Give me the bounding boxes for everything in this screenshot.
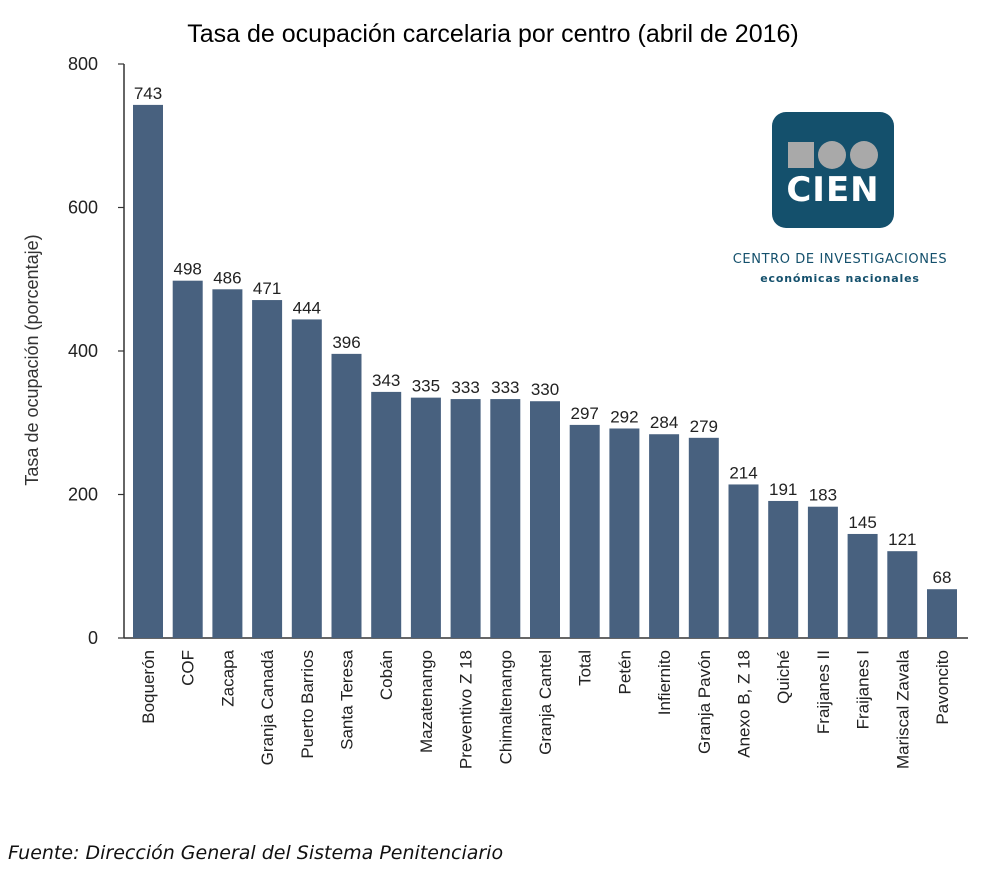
x-category-label: Anexo B, Z 18 [735,650,754,758]
bar-value-label: 68 [933,568,952,587]
bar [212,289,243,638]
logo-organization-subtitle: económicas nacionales [760,272,920,285]
bar [490,399,521,638]
cien-logo: CIEN CENTRO DE INVESTIGACIONES económica… [730,112,950,285]
y-tick-label: 200 [68,485,98,505]
bar [728,484,759,638]
bar-value-label: 471 [253,279,281,298]
bar-value-label: 335 [412,377,440,396]
x-category-label: Zacapa [218,649,237,706]
x-category-label: Infiernito [655,650,674,715]
bar [569,424,600,638]
bar-value-label: 333 [491,378,519,397]
category-labels: Boquerón COF Zacapa Granja Canadá Puerto Bar… [139,649,952,769]
bar-value-label: 297 [571,404,599,423]
bar [371,391,402,638]
x-category-label: Petén [615,650,634,694]
bar-value-label: 191 [769,480,797,499]
bar-value-label: 486 [213,268,241,287]
logo-badge: CIEN [772,112,894,228]
x-category-label: Fraijanes II [814,650,833,734]
bar-value-label: 145 [848,513,876,532]
logo-acronym: CIEN [786,170,880,210]
logo-circle-shape [850,141,878,169]
bar-value-label: 444 [293,298,321,317]
x-category-label: Mazatenango [417,650,436,753]
bar [410,397,441,638]
bar [530,401,560,638]
logo-circle-shape [818,141,846,169]
bar [927,589,957,638]
bar [609,428,640,638]
bar-value-label: 279 [690,417,718,436]
x-category-label: Boquerón [139,650,158,724]
bar [450,399,481,638]
chart-title: Tasa de ocupación carcelaria por centro … [187,20,798,48]
x-category-label: Quiché [774,650,793,704]
bar [252,300,283,638]
x-category-label: Chimaltenango [496,650,515,764]
x-category-label: Pavoncito [933,650,952,725]
bar-value-label: 396 [332,333,360,352]
y-tick-label: 400 [68,341,98,361]
bar [847,533,878,638]
x-category-label: Total [576,650,595,686]
bar [331,353,362,638]
bar [768,500,799,638]
y-axis-ticks: 0 200 400 600 800 [68,54,124,648]
x-category-label: Granja Pavón [695,650,714,754]
x-category-label: Granja Cantel [536,650,555,755]
bars-group [133,104,957,638]
bar-value-label: 292 [610,407,638,426]
bar-value-label: 183 [809,486,837,505]
source-note: Fuente: Dirección General del Sistema Pe… [8,842,504,864]
bar-value-label: 333 [451,378,479,397]
bar [291,319,322,638]
bar-value-label: 284 [650,413,678,432]
bar-value-label: 743 [134,84,162,103]
bar-value-labels: 743 498 486 471 444 396 343 335 333 333 330 297 292 2… [134,84,952,587]
y-tick-label: 600 [68,198,98,218]
bar [887,551,918,638]
bar [807,506,838,638]
bar-value-label: 121 [888,530,916,549]
y-tick-label: 0 [88,628,98,648]
x-category-label: COF [179,650,198,686]
y-axis-title: Tasa de ocupación (porcentaje) [22,234,42,485]
bar [172,280,203,638]
x-category-label: Puerto Barrios [298,650,317,759]
x-category-label: Preventivo Z 18 [457,650,476,769]
bar-value-label: 498 [174,260,202,279]
bar [688,437,719,638]
logo-square-shape [788,142,814,168]
logo-organization-name: CENTRO DE INVESTIGACIONES [732,252,948,267]
bar-value-label: 343 [372,371,400,390]
bar-value-label: 330 [531,380,559,399]
x-category-label: Santa Teresa [338,649,357,749]
x-category-label: Granja Canadá [258,649,277,765]
x-category-label: Mariscal Zavala [893,649,912,769]
bar [133,104,163,638]
bar [649,434,680,638]
bar-value-label: 214 [729,463,757,482]
x-category-label: Cobán [377,650,396,700]
x-category-label: Fraijanes I [854,650,873,729]
y-tick-label: 800 [68,54,98,74]
